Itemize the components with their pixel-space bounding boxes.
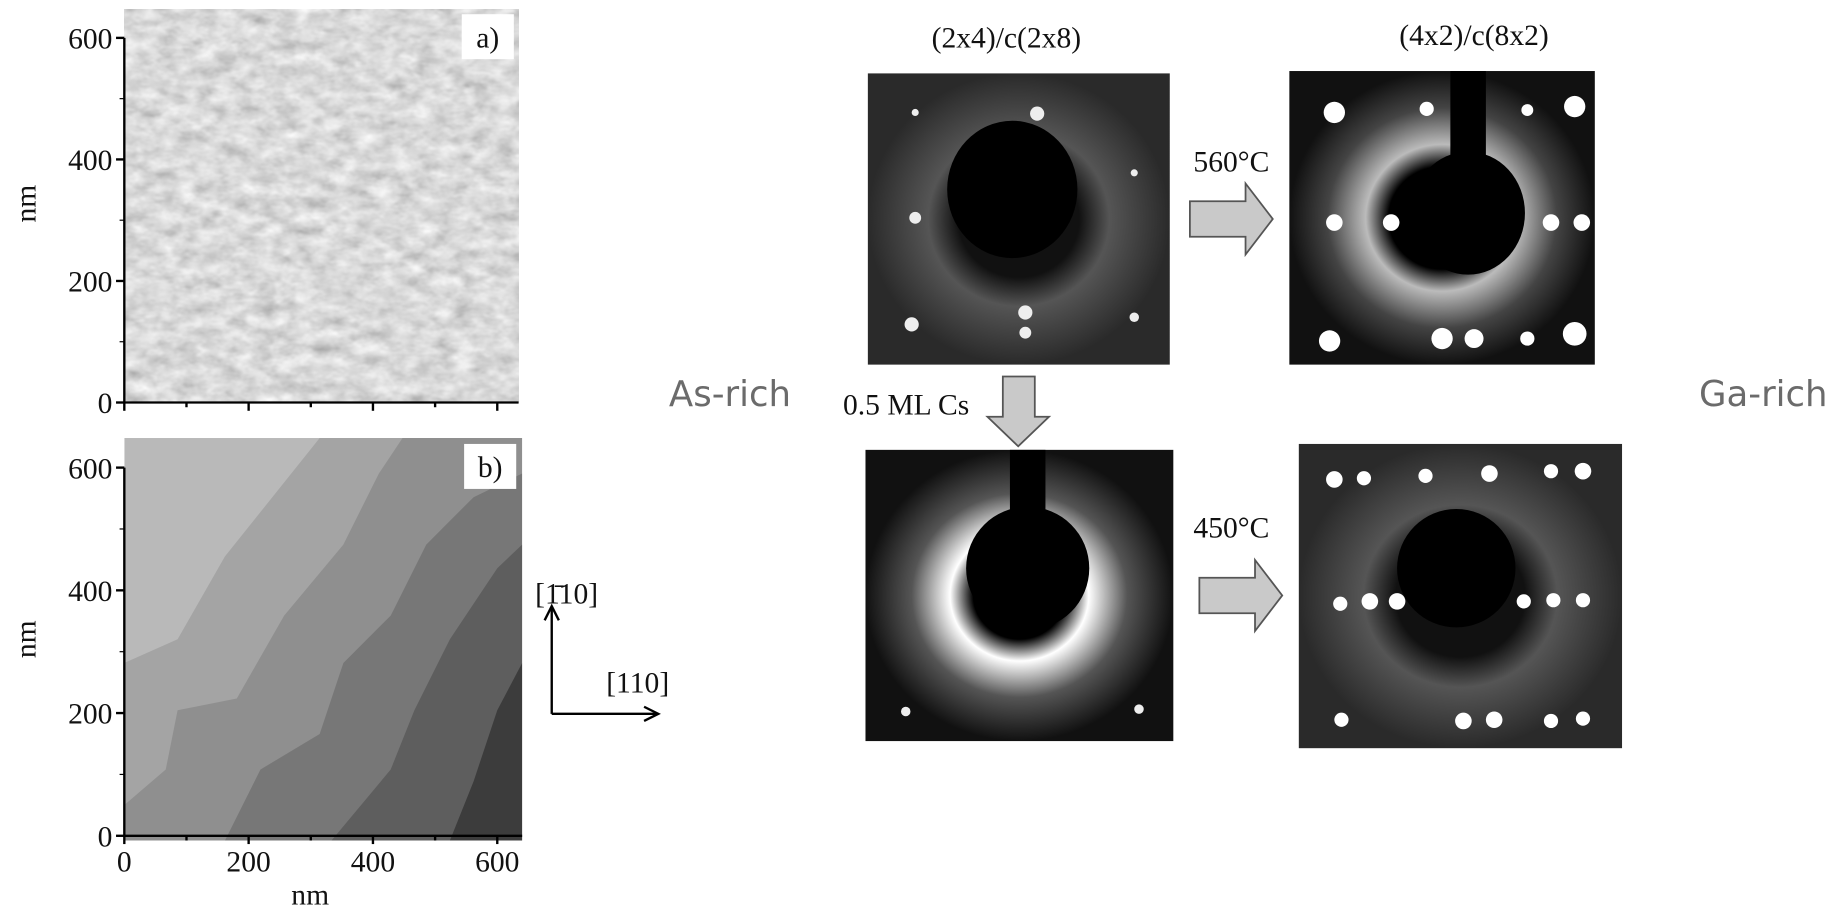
process-arrow (1190, 183, 1273, 254)
arrow-label: 450°C (1193, 512, 1269, 544)
y-tick-label: 600 (68, 24, 112, 56)
direction-label: [110] (606, 668, 669, 700)
direction-label: [1̄10] (535, 579, 598, 611)
y-axis-label: nm (11, 185, 43, 223)
process-arrow (1199, 560, 1282, 631)
pattern-title: (2x4)/c(2x8) (932, 22, 1081, 54)
panel-label: b) (478, 452, 503, 484)
x-axis-label: nm (291, 879, 329, 908)
panel-label: a) (476, 22, 499, 54)
y-tick-label: 400 (68, 576, 112, 608)
process-arrow (987, 376, 1049, 446)
page: {"afm": { "panel_a": {"label": "a)", "y_… (0, 0, 1847, 908)
shadow (1397, 509, 1515, 627)
arrow-label: 0.5 ML Cs (843, 389, 969, 421)
shadow (1411, 152, 1525, 275)
y-axis-label: nm (11, 620, 43, 658)
afm-image-a (124, 9, 518, 402)
x-tick-label: 0 (117, 846, 132, 878)
leed-image (868, 73, 1170, 364)
x-tick-label: 600 (475, 846, 519, 878)
leed-image (865, 450, 1173, 741)
pattern-title: (4x2)/c(8x2) (1399, 20, 1548, 52)
y-tick-label: 200 (68, 699, 112, 731)
leed-image (1289, 71, 1594, 365)
figure: a) nm 0 200 400 600 b) nm 0 200 400 600 0 200 400… (0, 0, 1847, 908)
shadow (1450, 71, 1486, 166)
side-label: Ga-rich (1699, 374, 1828, 415)
shadow (966, 507, 1089, 630)
shadow (947, 121, 1077, 258)
y-tick-label: 0 (98, 821, 113, 853)
side-label: As-rich (669, 374, 791, 415)
x-tick-label: 200 (226, 846, 270, 878)
afm-image-b (124, 438, 522, 841)
leed-image (1299, 444, 1622, 748)
y-tick-label: 0 (98, 388, 113, 420)
y-tick-label: 600 (68, 453, 112, 485)
x-tick-label: 400 (351, 846, 395, 878)
arrow-label: 560°C (1193, 147, 1269, 179)
shadow (1010, 450, 1046, 521)
y-tick-label: 400 (68, 145, 112, 177)
y-tick-label: 200 (68, 267, 112, 299)
